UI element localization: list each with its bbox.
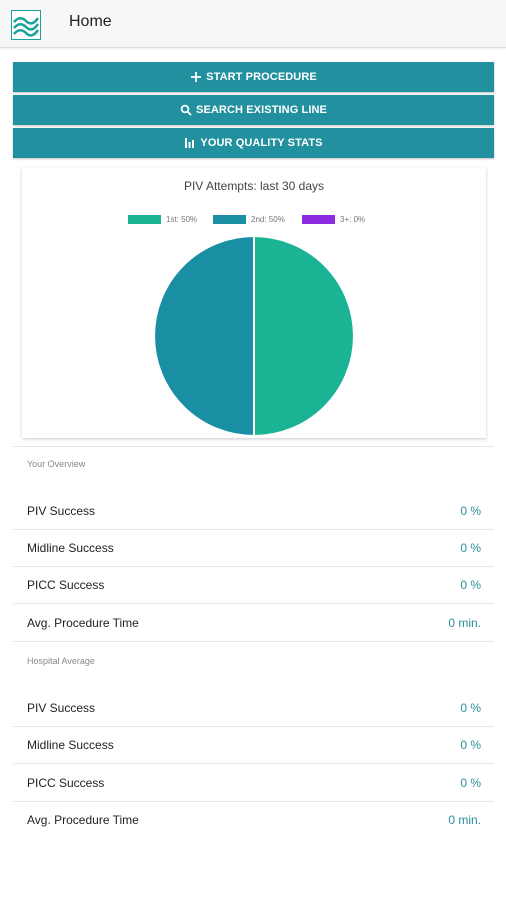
pie-slice-1st: [253, 234, 355, 438]
plus-icon: [190, 71, 202, 83]
row-value: 0 min.: [448, 616, 481, 630]
row-label: PICC Success: [27, 578, 105, 592]
row-label: PICC Success: [27, 776, 105, 790]
legend-item-3plus: 3+: 0%: [302, 214, 365, 224]
hospital-row-midline-success: Midline Success 0 %: [13, 727, 494, 764]
legend-item-1st: 1st: 50%: [128, 214, 197, 224]
chart-title: PIV Attempts: last 30 days: [183, 179, 325, 193]
row-label: Midline Success: [27, 738, 114, 752]
action-buttons: START PROCEDURE SEARCH EXISTING LINE YOU…: [13, 62, 494, 161]
row-label: PIV Success: [27, 701, 96, 715]
row-value: 0 min.: [448, 813, 481, 827]
overview-row-midline-success: Midline Success 0 %: [13, 530, 494, 567]
row-label: Avg. Procedure Time: [27, 813, 139, 827]
bar-chart-icon: [184, 137, 196, 149]
row-label: Midline Success: [27, 541, 114, 555]
start-procedure-button[interactable]: START PROCEDURE: [13, 62, 494, 92]
waves-logo-icon[interactable]: [10, 9, 42, 41]
search-icon: [180, 104, 192, 116]
row-value: 0 %: [460, 701, 481, 715]
page-title: Home: [69, 13, 112, 30]
legend-item-2nd: 2nd: 50%: [213, 214, 285, 224]
legend-swatch-1st: [128, 214, 161, 224]
legend-label-2nd: 2nd: 50%: [251, 214, 285, 224]
hospital-average-label: Hospital Average: [27, 656, 95, 666]
legend-swatch-3plus: [302, 214, 335, 224]
row-label: PIV Success: [27, 504, 96, 518]
hospital-row-avg-procedure-time: Avg. Procedure Time 0 min.: [13, 802, 494, 839]
row-label: Avg. Procedure Time: [27, 616, 139, 630]
piv-attempts-chart-card: PIV Attempts: last 30 days 1st: 50% 2nd:…: [22, 168, 486, 438]
hospital-row-picc-success: PICC Success 0 %: [13, 765, 494, 802]
search-existing-line-button[interactable]: SEARCH EXISTING LINE: [13, 95, 494, 125]
pie-slice-2nd: [153, 234, 255, 438]
overview-row-avg-procedure-time: Avg. Procedure Time 0 min.: [13, 605, 494, 642]
legend-label-1st: 1st: 50%: [166, 214, 198, 224]
overview-row-piv-success: PIV Success 0 %: [13, 493, 494, 530]
row-value: 0 %: [460, 738, 481, 752]
search-existing-line-label: SEARCH EXISTING LINE: [196, 104, 327, 116]
legend-label-3plus: 3+: 0%: [340, 214, 366, 224]
your-overview-label: Your Overview: [27, 459, 86, 469]
row-value: 0 %: [460, 578, 481, 592]
row-value: 0 %: [460, 541, 481, 555]
row-value: 0 %: [460, 504, 481, 518]
start-procedure-label: START PROCEDURE: [206, 71, 317, 83]
legend-swatch-2nd: [213, 214, 246, 224]
quality-stats-label: YOUR QUALITY STATS: [200, 137, 323, 149]
pie-chart: [153, 234, 355, 438]
app-bar: Home: [0, 0, 506, 48]
overview-row-picc-success: PICC Success 0 %: [13, 567, 494, 604]
quality-stats-button[interactable]: YOUR QUALITY STATS: [13, 128, 494, 158]
hospital-row-piv-success: PIV Success 0 %: [13, 690, 494, 727]
section-divider: [13, 446, 494, 447]
row-value: 0 %: [460, 776, 481, 790]
